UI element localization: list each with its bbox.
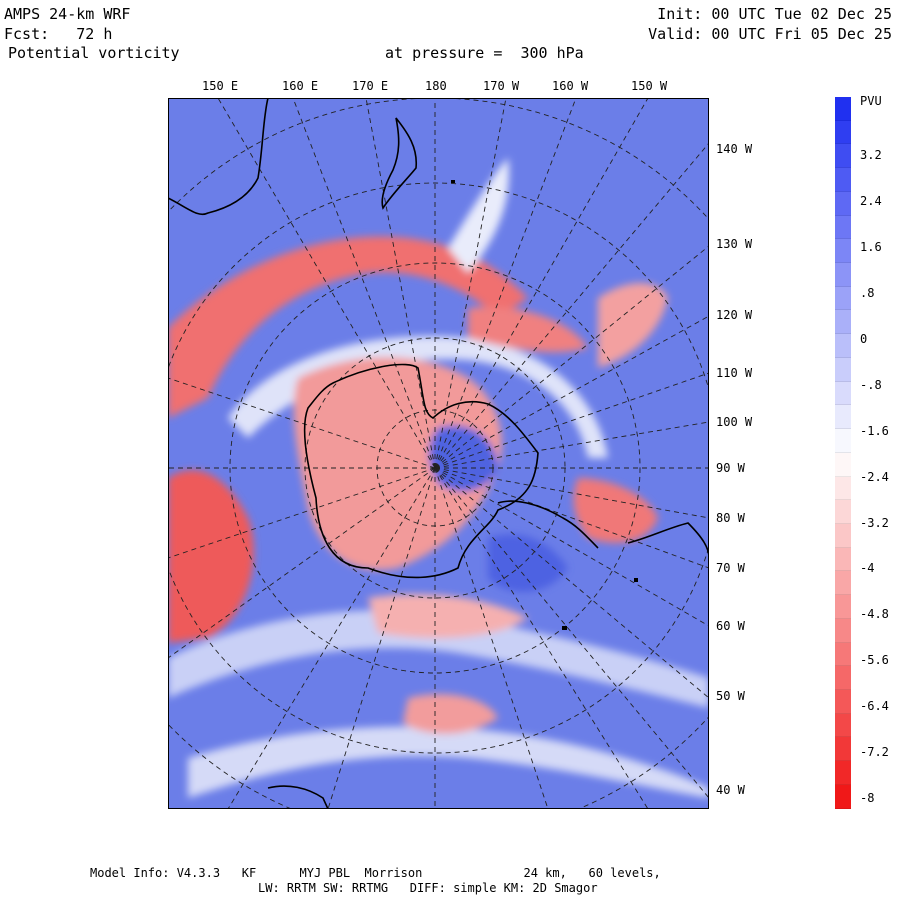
colorbar-swatch xyxy=(835,310,851,335)
colorbar-swatch xyxy=(835,191,851,216)
colorbar-tick--4.8: -4.8 xyxy=(860,607,889,621)
lon-label-170w: 170 W xyxy=(483,79,520,93)
colorbar-tick-1.6: 1.6 xyxy=(860,240,882,254)
colorbar-swatch xyxy=(835,334,851,358)
model-info-line-1: Model Info: V4.3.3 KF MYJ PBL Morrison 2… xyxy=(90,866,661,880)
new-zealand-coastline xyxy=(381,117,418,210)
colorbar-swatch xyxy=(835,761,851,785)
colorbar-tick-2.4: 2.4 xyxy=(860,194,882,208)
colorbar-swatch xyxy=(835,452,851,477)
lon-label-140w: 140 W xyxy=(716,142,753,156)
graticule xyxy=(168,98,709,809)
colorbar-tick-0: 0 xyxy=(860,332,868,346)
colorbar-swatch xyxy=(835,215,851,240)
colorbar-swatch xyxy=(835,97,851,121)
colorbar-tick--.8: -.8 xyxy=(860,378,882,392)
valid-time: Valid: 00 UTC Fri 05 Dec 25 xyxy=(648,25,892,43)
colorbar-tick-.8: .8 xyxy=(860,286,875,300)
forecast-hour: Fcst: 72 h xyxy=(4,25,113,43)
colorbar-swatch xyxy=(835,239,851,264)
model-title: AMPS 24-km WRF xyxy=(4,5,131,23)
colorbar-tick--8: -8 xyxy=(860,791,875,805)
lon-label-40w: 40 W xyxy=(716,783,745,797)
colorbar-swatch xyxy=(835,784,851,809)
model-info-line-2: LW: RRTM SW: RRTMG DIFF: simple KM: 2D S… xyxy=(258,881,598,895)
colorbar-unit: PVU xyxy=(860,94,882,108)
lon-label-70w: 70 W xyxy=(716,561,745,575)
small-islands xyxy=(451,180,638,630)
lon-label-150w: 150 W xyxy=(631,79,668,93)
antarctic-peninsula-coastline xyxy=(497,500,599,549)
colorbar-tick--4: -4 xyxy=(860,561,875,575)
colorbar-swatch xyxy=(835,476,851,501)
lon-label-80w: 80 W xyxy=(716,511,745,525)
colorbar-swatch xyxy=(835,144,851,169)
colorbar-swatch xyxy=(835,618,851,643)
colorbar-swatch xyxy=(835,737,851,762)
pressure-level: at pressure = 300 hPa xyxy=(385,44,584,62)
lon-label-160e: 160 E xyxy=(282,79,319,93)
colorbar-swatch xyxy=(835,500,851,524)
colorbar-swatch xyxy=(835,689,851,714)
colorbar-swatch xyxy=(835,666,851,690)
lon-label-60w: 60 W xyxy=(716,619,745,633)
colorbar-swatch xyxy=(835,571,851,596)
lon-label-170e: 170 E xyxy=(352,79,389,93)
colorbar-swatch xyxy=(835,713,851,738)
colorbar-swatch xyxy=(835,642,851,667)
lon-label-100w: 100 W xyxy=(716,415,753,429)
tasmania-coastline xyxy=(267,785,329,809)
lon-label-120w: 120 W xyxy=(716,308,753,322)
coastlines xyxy=(168,98,709,809)
lon-label-50w: 50 W xyxy=(716,689,745,703)
colorbar-swatch xyxy=(835,405,851,430)
antarctica-coastline xyxy=(303,363,539,579)
colorbar-swatch xyxy=(835,547,851,572)
colorbar-swatch xyxy=(835,120,851,145)
field-name: Potential vorticity xyxy=(8,44,180,62)
colorbar-tick--2.4: -2.4 xyxy=(860,470,889,484)
colorbar-swatch xyxy=(835,286,851,311)
colorbar-tick--3.2: -3.2 xyxy=(860,516,889,530)
colorbar-swatch xyxy=(835,595,851,619)
colorbar-swatch xyxy=(835,263,851,287)
colorbar-swatch xyxy=(835,168,851,192)
lon-label-130w: 130 W xyxy=(716,237,753,251)
lon-label-180: 180 xyxy=(425,79,447,93)
colorbar-tick--6.4: -6.4 xyxy=(860,699,889,713)
lon-label-160w: 160 W xyxy=(552,79,589,93)
colorbar-swatch xyxy=(835,429,851,453)
colorbar-tick--1.6: -1.6 xyxy=(860,424,889,438)
lon-label-110w: 110 W xyxy=(716,366,753,380)
colorbar-swatch xyxy=(835,381,851,406)
map-frame xyxy=(168,98,709,809)
colorbar-tick-3.2: 3.2 xyxy=(860,148,882,162)
pv-field-patterns xyxy=(168,158,709,798)
lon-label-90w: 90 W xyxy=(716,461,745,475)
init-time: Init: 00 UTC Tue 02 Dec 25 xyxy=(657,5,892,23)
australia-coastline xyxy=(168,98,269,216)
colorbar-tick--5.6: -5.6 xyxy=(860,653,889,667)
colorbar-swatch xyxy=(835,523,851,548)
colorbar-tick--7.2: -7.2 xyxy=(860,745,889,759)
lon-label-150e: 150 E xyxy=(202,79,239,93)
south-america-coastline xyxy=(627,522,709,559)
potential-vorticity-map xyxy=(168,98,709,809)
colorbar xyxy=(835,97,851,809)
colorbar-swatch xyxy=(835,357,851,382)
